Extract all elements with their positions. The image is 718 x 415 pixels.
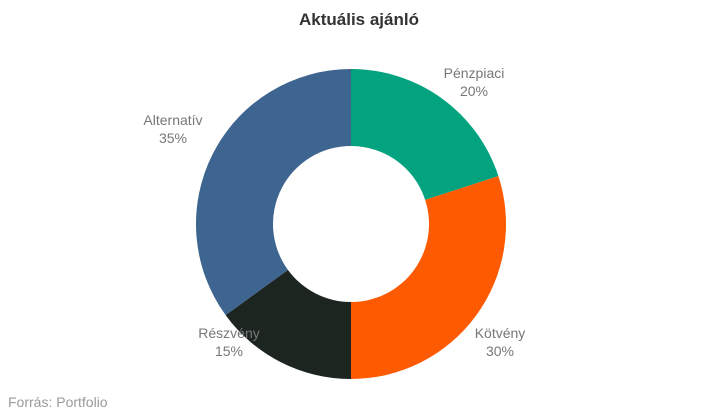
- source-note: Forrás: Portfolio: [8, 394, 108, 410]
- slice-value-label: 15%: [215, 343, 243, 359]
- slice-value-label: 20%: [460, 83, 488, 99]
- slice-label: Pénzpiaci: [444, 65, 505, 81]
- slice-label: Részvény: [198, 325, 259, 341]
- slice-pénzpiaci: [351, 69, 499, 200]
- slice-label: Alternatív: [143, 112, 202, 128]
- slice-alternatív: [196, 69, 351, 316]
- slice-value-label: 30%: [486, 343, 514, 359]
- slice-value-label: 35%: [159, 130, 187, 146]
- chart-title: Aktuális ajánló: [299, 10, 419, 29]
- slice-label: Kötvény: [475, 325, 526, 341]
- slice-kötvény: [351, 176, 506, 379]
- slice-részvény: [225, 269, 351, 379]
